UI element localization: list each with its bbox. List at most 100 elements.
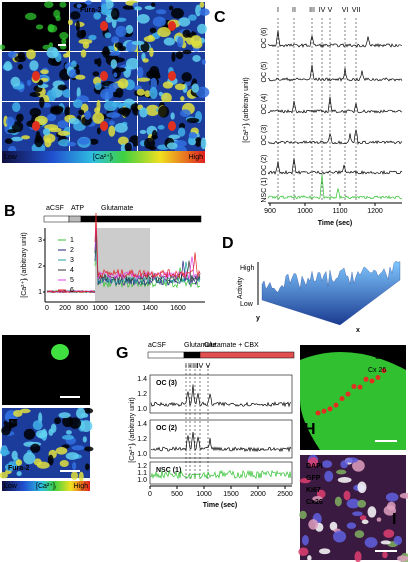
cell [178,122,186,130]
protocol-bar [147,351,185,359]
gfp-cell [35,24,44,30]
cell [59,460,69,467]
cell [168,5,174,11]
colorbar [2,481,90,491]
cell [104,32,112,39]
cell [7,51,17,59]
y-tick-label: 3 [38,237,42,244]
colorbar-low: Low [4,154,18,161]
cx26-puncta [327,406,333,412]
cell [125,24,134,34]
cell [10,136,24,142]
cell [43,133,56,144]
cell [199,8,210,16]
cell [72,99,83,109]
panel-label: E [8,347,19,364]
label-fura: Fura-2 [8,465,30,472]
cell [62,53,69,58]
cell [361,519,369,525]
trace-label: NSC (1) [156,467,181,474]
cell [299,510,307,520]
cell [149,87,158,99]
panel-label: F [8,417,18,434]
cell [117,136,129,146]
cell [191,40,203,49]
cell [13,410,23,417]
y-axis-label: [Ca²⁺]ᵢ (arbitrary unit) [129,397,136,462]
cell [115,87,124,98]
trace [94,235,201,287]
legend-label: 1 [70,237,74,244]
cell [83,446,94,452]
legend-label: 4 [70,267,74,274]
cell [166,142,178,150]
cell [343,490,351,501]
trace [267,174,403,200]
y-tick-label: 1.2 [137,436,147,443]
cell [82,436,87,443]
colorbar-high: High [74,483,89,490]
cell [108,125,116,137]
cell [35,429,48,439]
cell [158,91,163,97]
trace-label: OC (4) [261,94,268,115]
protocol-label: aCSF [148,342,166,349]
cell [176,36,184,48]
label-gfp: GFP [6,41,21,48]
y-axis-label: [Ca²⁺]ᵢ (arbitrary unit) [21,232,28,297]
cell [78,109,85,116]
cell [174,83,186,91]
cell [321,460,333,468]
cell [150,2,156,8]
label-gfp: GFP [8,393,23,400]
cell [171,51,176,63]
cell [106,112,121,118]
y-tick-label: 1.1 [137,470,147,477]
gfp-cell [59,32,69,40]
cell [10,76,21,87]
cell [346,498,360,509]
cell [105,15,113,23]
label-gfp: GFP [375,354,390,361]
cell [47,127,62,133]
cell [170,8,184,19]
cell [382,551,388,559]
trace [150,432,292,453]
gfp-cell [300,352,406,450]
cell [399,492,408,499]
cell [96,99,101,112]
stimulus-shade [95,228,150,302]
cell [76,30,86,39]
cell [55,447,68,455]
cell [312,495,323,502]
cell [188,14,197,21]
y-tick-label: 2 [38,263,42,270]
cell [152,16,166,27]
cell [71,60,77,68]
cell [357,481,367,494]
panel-label: B [4,203,16,220]
protocol-label: Glutamate [184,342,216,349]
cell [16,471,22,477]
legend-label: 2 [70,247,74,254]
scale-bar [58,44,66,46]
colorbar-high: High [189,154,204,161]
cell [337,477,352,483]
cell [307,555,312,561]
cell [200,137,207,150]
cell [0,449,10,456]
cell [380,540,391,545]
cell [113,72,118,78]
x-tick-label: 200 [59,305,71,312]
cell [136,88,145,96]
cell [67,141,77,147]
y-tick-label: 1.0 [137,406,147,413]
cell [385,492,399,502]
cell [70,471,79,480]
trace [94,212,201,279]
cell [182,49,192,55]
cell [139,129,147,134]
cell [57,120,69,129]
cell [101,3,108,13]
